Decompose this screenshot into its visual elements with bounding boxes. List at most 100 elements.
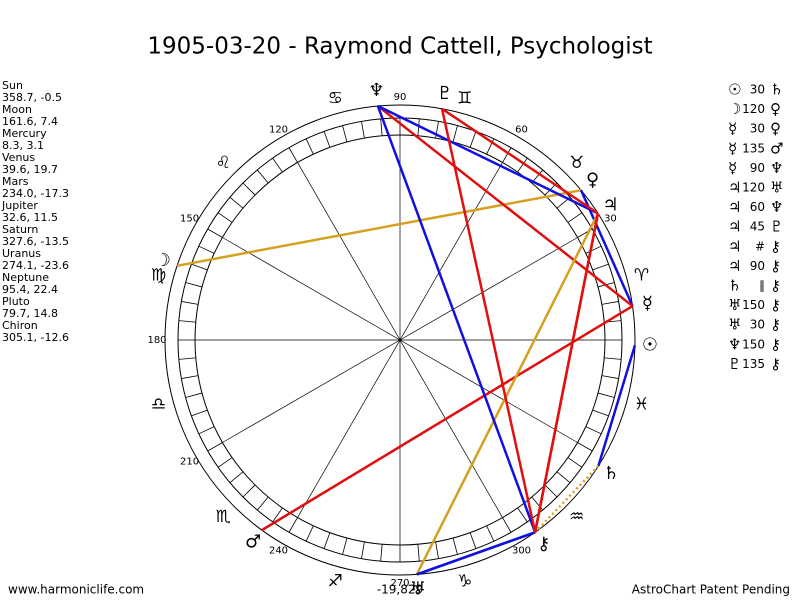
aspect-type: 120	[742, 181, 765, 195]
planet-position: 79.7, 14.8	[2, 307, 58, 320]
planet-glyph: ♃	[603, 194, 619, 215]
aspect-type: 45	[750, 220, 765, 234]
ring-tick	[323, 532, 331, 549]
ring-tick	[198, 245, 215, 254]
ring-tick	[567, 457, 583, 468]
aspect-to: ⚷	[770, 296, 781, 314]
aspect-from: ♃	[728, 198, 741, 216]
planet-position: 327.6, -13.5	[2, 235, 69, 248]
aspect-type: 135	[742, 357, 765, 371]
ring-tick	[207, 442, 223, 452]
planet-position: 358.7, -0.5	[2, 91, 62, 104]
aspect-type: 60	[750, 200, 765, 214]
ring-tick	[486, 525, 495, 542]
ring-tick	[229, 196, 244, 209]
ring-tick	[272, 157, 283, 173]
aspect-from: ☿	[728, 120, 737, 138]
ring-tick	[604, 357, 622, 360]
aspect-line	[377, 105, 634, 308]
aspect-to: ⚷	[770, 335, 781, 353]
ring-tick	[592, 263, 609, 271]
aspect-to: ⚷	[770, 237, 781, 255]
footer-left: www.harmoniclife.com	[8, 583, 144, 597]
aspect-type: 30	[750, 122, 765, 136]
ring-tick	[198, 426, 215, 435]
sign-glyph: ♎	[151, 395, 166, 415]
planet-glyph: ☽	[155, 250, 171, 271]
planet-glyph: ♆	[368, 80, 384, 101]
aspect-from: ♃	[728, 237, 741, 255]
degree-label: 180	[147, 335, 166, 346]
ring-tick	[592, 409, 609, 417]
ring-tick	[502, 147, 512, 163]
planet-name: Jupiter	[1, 199, 38, 212]
sign-glyph: ♓	[634, 395, 649, 415]
degree-label: 120	[269, 125, 288, 136]
outer-circle	[164, 104, 636, 576]
aspect-from: ♅	[728, 316, 741, 334]
planet-name: Moon	[2, 103, 32, 116]
footer-center: -19,829	[377, 583, 423, 597]
ring-tick	[288, 517, 298, 533]
aspect-type: 150	[742, 337, 765, 351]
sign-glyph: ♑	[457, 571, 472, 591]
aspect-type: 30	[750, 83, 765, 97]
planet-glyph: ☉	[642, 335, 658, 356]
ring-tick	[191, 263, 208, 271]
ring-tick	[242, 182, 256, 196]
sign-glyph: ♏	[216, 507, 231, 527]
aspect-line	[416, 531, 536, 576]
ring-tick	[435, 541, 439, 559]
planet-position: 95.4, 22.4	[2, 283, 58, 296]
ring-tick	[256, 169, 269, 184]
ring-tick	[585, 426, 602, 435]
aspect-to: ♀	[770, 120, 781, 138]
ring-tick	[217, 212, 233, 223]
planet-name: Mercury	[2, 127, 47, 140]
ring-tick	[178, 320, 196, 323]
spoke	[222, 237, 578, 443]
ring-tick	[323, 131, 331, 148]
degree-label: 240	[269, 545, 288, 556]
ring-tick	[178, 357, 196, 360]
degree-label: 210	[180, 457, 199, 468]
ring-tick	[417, 118, 420, 136]
degree-label: 30	[604, 214, 617, 225]
ring-tick	[469, 532, 477, 549]
ring-tick	[380, 544, 383, 562]
aspect-line	[533, 213, 600, 533]
ring-tick	[191, 409, 208, 417]
sign-glyph: ♒	[569, 507, 584, 527]
aspect-to: ♀	[770, 100, 781, 118]
planet-glyph: ♅	[410, 578, 426, 599]
ring-tick	[452, 537, 458, 555]
ring-tick	[469, 131, 477, 148]
ring-tick	[601, 301, 619, 305]
planet-position: 234.0, -17.3	[2, 187, 69, 200]
aspect-from: ♃	[728, 257, 741, 275]
aspect-to: ♅	[770, 179, 783, 197]
aspect-from: ♃	[728, 218, 741, 236]
aspect-to: ⚷	[770, 316, 781, 334]
planet-glyph: ⚷	[537, 534, 550, 555]
ring-tick	[601, 375, 619, 379]
aspect-from: ♄	[728, 277, 741, 295]
ring-tick	[585, 245, 602, 254]
ring-tick	[256, 496, 269, 511]
aspect-from: ♅	[728, 296, 741, 314]
aspect-line	[415, 212, 600, 575]
degree-label: 300	[512, 545, 531, 556]
degree-label: 90	[394, 92, 407, 103]
ring-tick	[556, 471, 571, 484]
aspect-line	[376, 105, 537, 533]
aspect-to: ♂	[770, 139, 783, 157]
planet-position: 8.3, 3.1	[2, 139, 44, 152]
ring-tick	[305, 138, 314, 155]
ring-tick	[229, 471, 244, 484]
aspect-to: ⚷	[770, 277, 781, 295]
planet-glyph: ♀	[586, 170, 599, 191]
sign-glyph: ♉	[569, 153, 584, 173]
aspect-from: ☽	[728, 100, 741, 118]
planet-glyph: ♂	[245, 531, 261, 552]
